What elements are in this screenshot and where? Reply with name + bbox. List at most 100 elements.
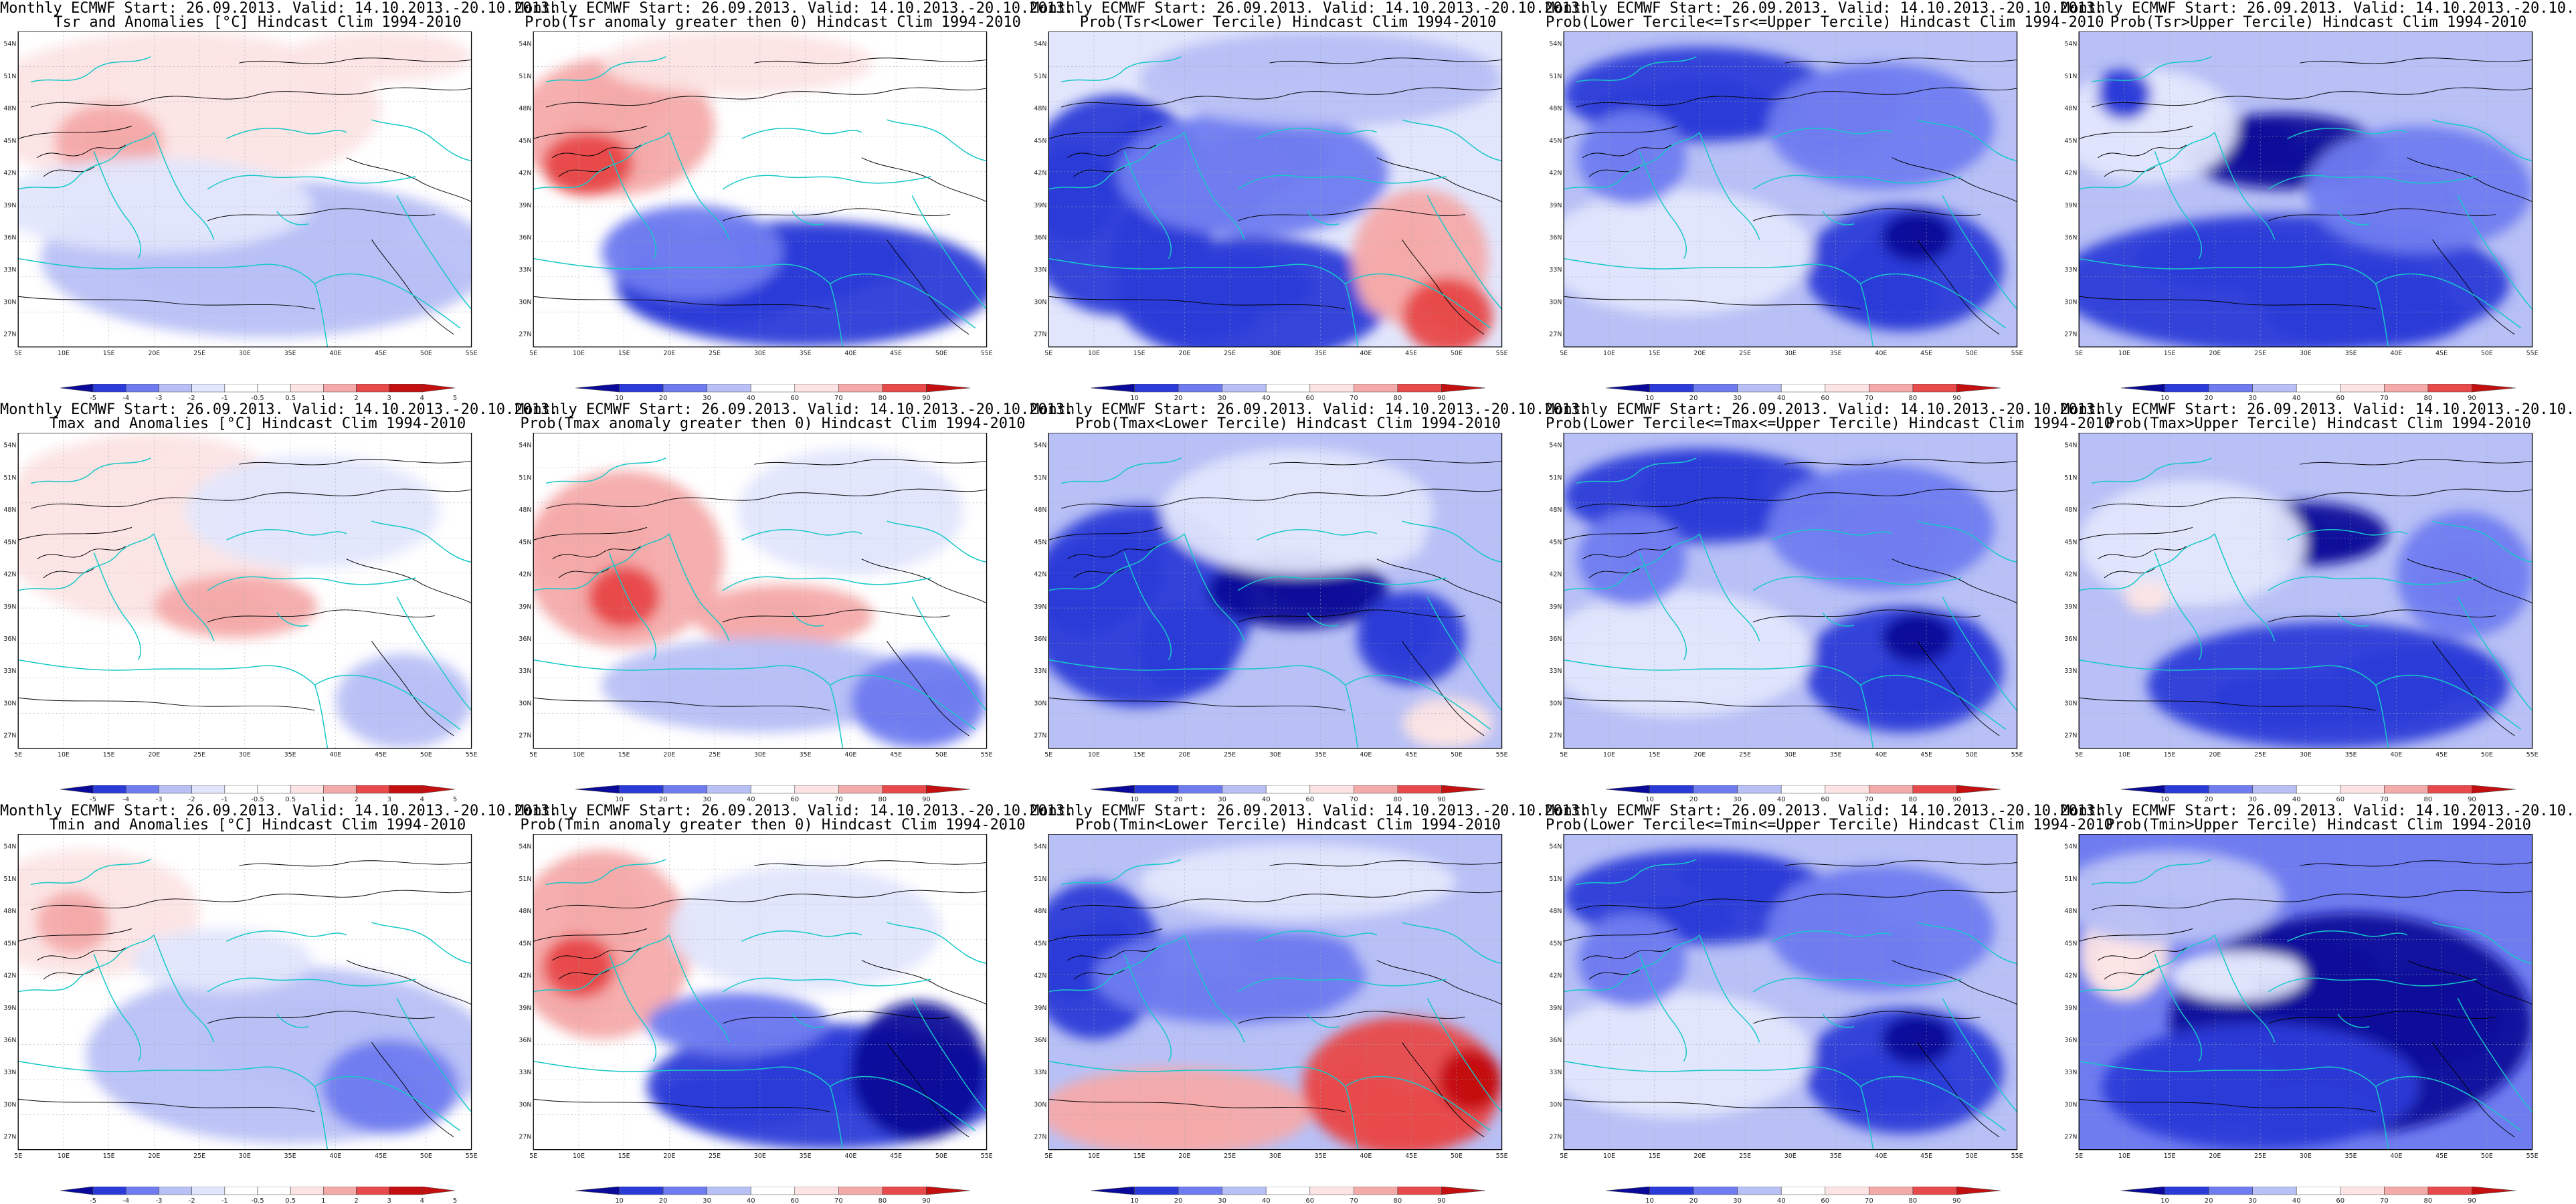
coastline xyxy=(226,529,347,541)
forecast-panel: Monthly ECMWF Start: 26.09.2013. Valid: … xyxy=(1546,0,2104,402)
longitude-tick-label: 30E xyxy=(2300,751,2312,759)
latitude-tick-label: 39N xyxy=(1549,1005,1562,1012)
longitude-tick-label: 10E xyxy=(573,1152,585,1160)
longitude-tick-label: 10E xyxy=(1088,751,1100,759)
coastline xyxy=(396,195,472,310)
shaded-anomaly-area xyxy=(1580,623,1703,680)
isotherm-contour xyxy=(2300,860,2533,867)
latitude-tick-label: 42N xyxy=(2064,571,2077,579)
isotherm-contour xyxy=(37,144,126,159)
colorbar-tick-label: -3 xyxy=(156,395,163,401)
colorbar-tick-label: 80 xyxy=(879,1197,887,1204)
forecast-map: 54N 51N 48N 45N 42N 39N 36N 33N 30N 27N 5E 10E 15E 20… xyxy=(1034,433,1508,759)
colorbar-tick-label: 3 xyxy=(387,796,391,803)
latitude-tick-label: 33N xyxy=(3,668,16,675)
colorbar-tick-label: 10 xyxy=(1645,1197,1654,1204)
colorbar-tick-label: 70 xyxy=(2380,395,2389,401)
isotherm-contour xyxy=(207,208,435,221)
colorbar-tick-label: 80 xyxy=(1909,796,1918,803)
colorbar-swatch xyxy=(422,1187,456,1195)
colorbar-tick-label: 70 xyxy=(1350,1197,1358,1204)
colorbar-swatch xyxy=(2472,1187,2516,1195)
isotherm-contour xyxy=(1917,239,2000,335)
colorbar-swatch xyxy=(750,384,796,393)
latitude-tick-label: 45N xyxy=(1549,538,1562,546)
panel-title-line2: Prob(Tsr>Upper Tercile) Hindcast Clim 19… xyxy=(2110,14,2527,31)
isotherm-contour xyxy=(861,960,987,1005)
isotherm-contour xyxy=(1073,969,1125,980)
colorbar-swatch xyxy=(1354,785,1398,794)
longitude-tick-label: 55E xyxy=(2526,1152,2539,1160)
longitude-tick-label: 5E xyxy=(1044,751,1052,759)
coastline xyxy=(93,552,141,661)
map-frame xyxy=(533,834,988,1150)
isotherm-contour xyxy=(1892,960,2017,1005)
latitude-tick-label: 33N xyxy=(2064,266,2077,274)
coastline xyxy=(533,934,670,993)
colorbar-swatch xyxy=(356,1187,389,1195)
shaded-anomaly-area xyxy=(256,241,460,313)
latitude-tick-label: 45N xyxy=(2064,538,2077,546)
longitude-tick-label: 45E xyxy=(1920,1152,1932,1160)
forecast-map: 54N 51N 48N 45N 42N 39N 36N 33N 30N 27N 5E 10E 15E 20… xyxy=(1549,834,2023,1160)
colorbar-tick-label: 20 xyxy=(1689,796,1698,803)
colorbar-tick-label: 60 xyxy=(1821,1197,1829,1204)
latitude-tick-label: 33N xyxy=(519,668,531,675)
isotherm-contour xyxy=(2104,568,2155,579)
longitude-tick-label: 15E xyxy=(103,751,115,759)
panel-title-line2: Tmin and Anomalies [°C] Hindcast Clim 19… xyxy=(49,817,466,833)
panel-title-line1: Monthly ECMWF Start: 26.09.2013. Valid: … xyxy=(0,0,559,17)
longitude-tick-label: 45E xyxy=(1405,350,1417,357)
colorbar-swatch xyxy=(1737,1187,1782,1195)
coastline xyxy=(2287,529,2408,541)
coastline xyxy=(1772,529,1893,541)
longitude-tick-label: 55E xyxy=(1496,350,1508,357)
shaded-anomaly-area xyxy=(304,51,386,74)
coastline xyxy=(226,930,347,942)
coastline xyxy=(2432,922,2533,965)
shaded-anomaly-area xyxy=(403,680,466,723)
longitude-tick-label: 30E xyxy=(2300,1152,2312,1160)
colorbar-tick-label: 90 xyxy=(922,395,931,401)
latitude-tick-label: 42N xyxy=(1549,170,1562,177)
panel-title-line1: Monthly ECMWF Start: 26.09.2013. Valid: … xyxy=(515,803,1074,819)
colorbar-swatch xyxy=(2208,384,2253,393)
latitude-tick-label: 54N xyxy=(1034,442,1046,449)
colorbar-tick-label: 20 xyxy=(1689,395,1698,401)
colorbar-swatch xyxy=(1605,384,1650,393)
colorbar-tick-label: 60 xyxy=(1821,796,1829,803)
latitude-tick-label: 36N xyxy=(1034,1037,1046,1044)
latitude-tick-label: 48N xyxy=(1549,105,1562,112)
latitude-tick-label: 27N xyxy=(2064,331,2077,338)
forecast-map: 54N 51N 48N 45N 42N 39N 36N 33N 30N 27N 5E 10E 15E 20… xyxy=(3,834,478,1160)
longitude-tick-label: 35E xyxy=(1315,751,1327,759)
coastline xyxy=(2268,576,2477,591)
isotherm-contour xyxy=(43,969,94,980)
colorbar-swatch xyxy=(60,1187,94,1195)
longitude-tick-label: 55E xyxy=(2526,350,2539,357)
colorbar-swatch xyxy=(356,384,389,393)
forecast-panel: Monthly ECMWF Start: 26.09.2013. Valid: … xyxy=(515,803,1074,1204)
colorbar-tick-label: 70 xyxy=(2380,1197,2389,1204)
colorbar-tick-label: -1 xyxy=(221,796,228,803)
coastline xyxy=(1752,576,1962,591)
shaded-anomaly-area xyxy=(1048,930,1101,1001)
coastline xyxy=(1860,273,2007,329)
coastline xyxy=(1564,1060,1874,1150)
colorbar-swatch xyxy=(2384,1187,2429,1195)
colorbar-swatch xyxy=(1693,785,1738,794)
longitude-tick-label: 10E xyxy=(58,350,70,357)
isotherm-contour xyxy=(1582,947,1671,961)
latitude-tick-label: 33N xyxy=(2064,668,2077,675)
coastline xyxy=(2091,458,2212,484)
longitude-tick-label: 35E xyxy=(800,350,812,357)
longitude-tick-label: 55E xyxy=(2526,751,2539,759)
colorbar-swatch xyxy=(1134,1187,1179,1195)
isotherm-contour xyxy=(1376,559,1502,604)
coastline xyxy=(545,56,666,83)
latitude-tick-label: 51N xyxy=(519,876,531,883)
coastline xyxy=(2375,273,2522,329)
colorbar-swatch xyxy=(290,384,324,393)
colorbar-swatch xyxy=(1825,1187,1869,1195)
colorbar-tick-label: 30 xyxy=(1733,395,1742,401)
